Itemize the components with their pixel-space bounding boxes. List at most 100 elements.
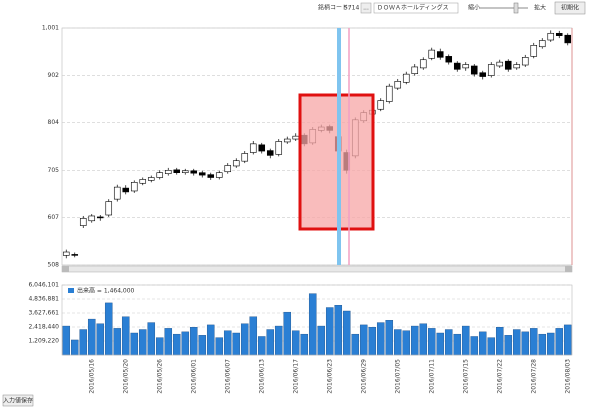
candle-body <box>62 251 70 256</box>
candle-body <box>530 45 538 57</box>
reset-button[interactable] <box>554 1 586 15</box>
legend-label: 出来高 = 1,464,000 <box>77 287 135 295</box>
volume-bar <box>521 331 530 356</box>
volume-bar <box>538 333 547 356</box>
scroll-left[interactable] <box>62 266 69 272</box>
volume-bar <box>461 325 470 356</box>
candle-body <box>445 56 453 63</box>
candle-body <box>113 186 121 200</box>
candle-body <box>513 64 521 69</box>
candle-body <box>547 32 555 41</box>
company-field[interactable] <box>373 2 459 14</box>
y-tick-label: 1,209,220 <box>28 338 59 345</box>
candle-body <box>71 254 79 256</box>
volume-bar <box>113 328 122 356</box>
y-tick-label: 902 <box>48 72 60 79</box>
volume-bar <box>164 328 173 356</box>
y-tick-label: 4,836,881 <box>28 296 59 303</box>
company-name: ＤＯＷＡホールディングス <box>377 4 449 12</box>
volume-bar <box>215 337 224 356</box>
zoom-thumb[interactable] <box>513 2 519 14</box>
candle-body <box>207 174 215 178</box>
x-tick-label: 2016/06/01 <box>190 359 197 394</box>
volume-bar <box>70 339 79 356</box>
volume-bar <box>130 332 139 356</box>
scroll-right[interactable] <box>565 266 572 272</box>
candle-body <box>479 72 487 77</box>
x-tick-label: 2016/05/26 <box>156 359 163 394</box>
x-tick-label: 2016/07/22 <box>496 359 503 394</box>
y-tick-label: 705 <box>48 167 60 174</box>
candle-body <box>496 61 504 67</box>
volume-bar <box>427 328 436 356</box>
volume-bar <box>563 324 572 356</box>
volume-bar <box>138 329 147 356</box>
reset-label: 初期化 <box>561 4 579 12</box>
scrollbar[interactable] <box>61 265 573 273</box>
volume-bar <box>198 335 207 356</box>
volume-bar <box>444 329 453 356</box>
candle-body <box>504 60 512 70</box>
volume-bar <box>512 329 521 356</box>
candle-body <box>470 65 478 75</box>
candle-body <box>402 73 410 83</box>
candle-body <box>232 160 240 167</box>
candle-body <box>215 172 223 178</box>
y-tick-label: 1,001 <box>42 25 59 32</box>
volume-bar <box>546 332 555 356</box>
candle-body <box>453 62 461 70</box>
volume-bar <box>232 332 241 356</box>
volume-frame <box>61 284 573 356</box>
candle-body <box>241 153 249 162</box>
volume-bar <box>206 324 215 356</box>
volume-bar <box>274 325 283 356</box>
volume-bar <box>368 327 377 356</box>
zoom-in-label: 拡大 <box>534 4 546 12</box>
volume-bar <box>104 302 113 356</box>
y-tick-label: 508 <box>48 262 60 269</box>
candle-body <box>428 49 436 59</box>
volume-bar <box>257 336 266 356</box>
candle-body <box>130 182 138 192</box>
volume-bar <box>147 322 156 356</box>
volume-bar <box>172 333 181 356</box>
candle-body <box>105 201 113 216</box>
candle-body <box>122 187 130 193</box>
candle-body <box>394 81 402 89</box>
candle-body <box>258 144 266 152</box>
candle-body <box>555 32 563 36</box>
volume-bar <box>529 328 538 356</box>
volume-bar <box>359 324 368 356</box>
volume-bar <box>342 310 351 356</box>
candle-body <box>249 143 257 153</box>
volume-bar <box>555 328 564 356</box>
save-button[interactable] <box>2 394 34 407</box>
x-tick-label: 2016/07/28 <box>530 359 537 394</box>
candle-body <box>79 218 87 226</box>
volume-bar <box>79 329 88 356</box>
candle-body <box>377 100 385 110</box>
x-tick-label: 2016/07/15 <box>462 359 469 394</box>
picker-button[interactable] <box>360 2 372 14</box>
selection-box[interactable] <box>298 93 375 231</box>
volume-bar <box>410 325 419 356</box>
volume-bar <box>87 318 96 356</box>
volume-bar <box>189 327 198 356</box>
volume-bar <box>96 323 105 356</box>
candle-body <box>156 172 164 178</box>
candle-body <box>224 165 232 173</box>
volume-bar <box>487 337 496 356</box>
candle-body <box>292 135 300 140</box>
volume-bar <box>325 307 334 356</box>
candle-body <box>190 170 198 174</box>
volume-bar <box>419 323 428 356</box>
volume-bar <box>453 333 462 356</box>
candle-body <box>275 141 283 155</box>
x-tick-label: 2016/06/17 <box>292 359 299 394</box>
candle-body <box>419 59 427 69</box>
candle-body <box>411 66 419 74</box>
volume-bar <box>121 316 130 356</box>
volume-bar <box>393 329 402 356</box>
candle-body <box>181 170 189 173</box>
